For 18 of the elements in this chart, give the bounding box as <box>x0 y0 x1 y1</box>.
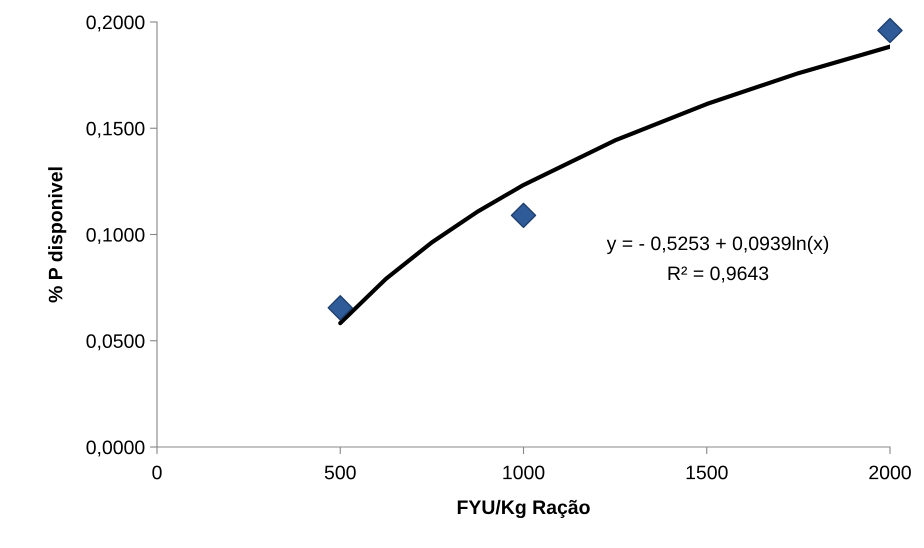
x-tick-label: 2000 <box>869 466 911 480</box>
x-tick-label: 500 <box>324 466 356 480</box>
x-tick-label: 1500 <box>686 466 728 480</box>
point <box>510 202 536 228</box>
y-axis-title: % P disponivel <box>48 167 66 302</box>
y-tick-label: 0,1000 <box>86 228 144 244</box>
x-tick-label: 0 <box>152 466 162 480</box>
y-tick-label: 0,2000 <box>86 15 144 32</box>
annotation: y = - 0,5253 + 0,0939ln(x) <box>606 236 828 254</box>
y-tick-label: 0,1500 <box>86 122 144 138</box>
x-axis-title: FYU/Kg Ração <box>458 500 590 518</box>
annotation: R² = 0,9643 <box>668 266 768 283</box>
y-tick-label: 0,0500 <box>86 334 144 350</box>
x-tick-label: 1000 <box>503 466 544 480</box>
point <box>877 18 903 44</box>
y-tick-label: 0,0000 <box>86 440 144 457</box>
line-series <box>338 44 890 326</box>
point <box>328 295 353 321</box>
